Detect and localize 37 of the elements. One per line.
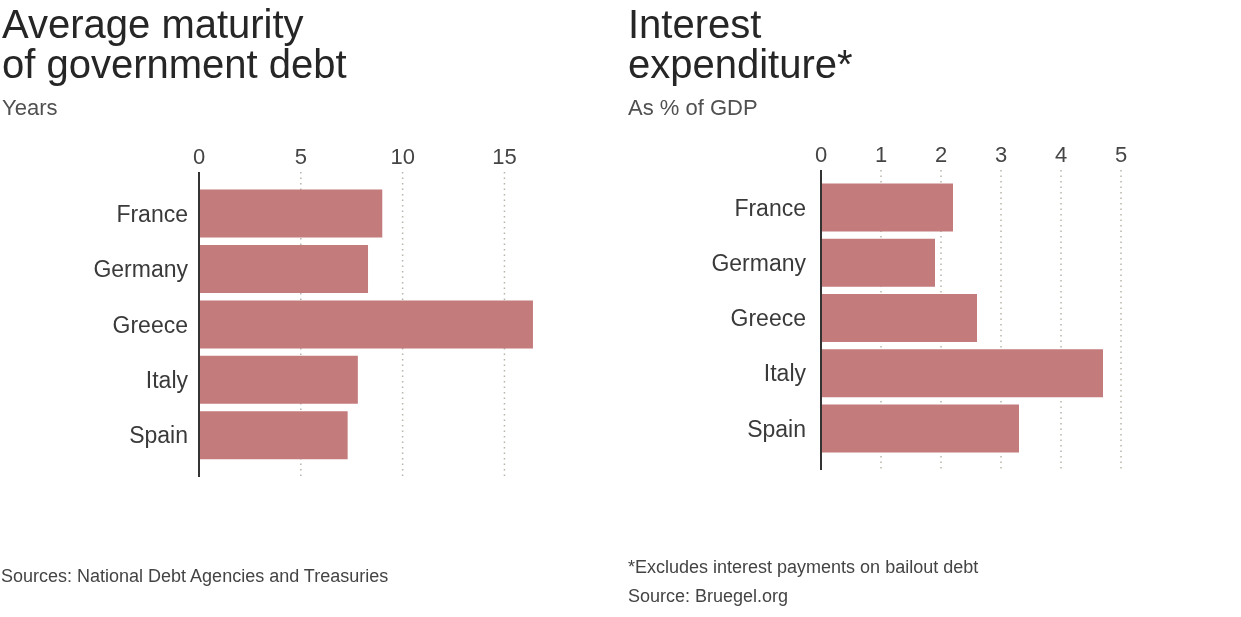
x-tick-label: 0 — [814, 142, 828, 167]
y-tick-label: France — [734, 194, 806, 221]
bar — [199, 411, 348, 460]
bar — [821, 404, 1019, 453]
y-tick-label: Germany — [93, 256, 189, 283]
x-tick-label: 0 — [192, 144, 206, 169]
x-tick-label: 1 — [874, 142, 888, 167]
x-tick-label: 2 — [934, 142, 948, 167]
chart-title: Average maturity of government debt — [2, 2, 347, 86]
bar — [821, 183, 953, 232]
bar — [199, 355, 358, 404]
chart-subtitle: Years — [2, 95, 58, 121]
x-tick-label: 5 — [1114, 142, 1128, 167]
y-tick-label: Italy — [763, 360, 807, 387]
bar — [199, 300, 533, 349]
x-tick-label: 5 — [294, 144, 307, 169]
bar — [821, 349, 1103, 398]
y-tick-label: Italy — [145, 367, 189, 394]
bar — [821, 293, 977, 342]
chart-subtitle: As % of GDP — [628, 95, 758, 121]
x-tick-label: 15 — [492, 144, 517, 169]
chart-title: Interest expenditure* — [628, 2, 853, 86]
y-tick-label: Greece — [730, 305, 806, 332]
y-tick-label: France — [116, 200, 188, 227]
x-tick-label: 3 — [994, 142, 1008, 167]
bar — [821, 238, 935, 287]
y-tick-label: Germany — [711, 249, 807, 276]
y-tick-label: Spain — [747, 415, 806, 442]
source-note: Source: Bruegel.org — [628, 585, 790, 608]
source-note: Sources: National Debt Agencies and Treasuries — [1, 565, 389, 588]
text: *Excludes interest payments on bailout debt — [628, 556, 979, 579]
bar — [199, 189, 383, 238]
bar — [199, 245, 369, 293]
y-tick-label: Spain — [129, 422, 188, 449]
y-tick-label: Greece — [112, 311, 188, 338]
x-tick-label: 4 — [1054, 142, 1068, 167]
x-tick-label: 10 — [390, 144, 415, 169]
